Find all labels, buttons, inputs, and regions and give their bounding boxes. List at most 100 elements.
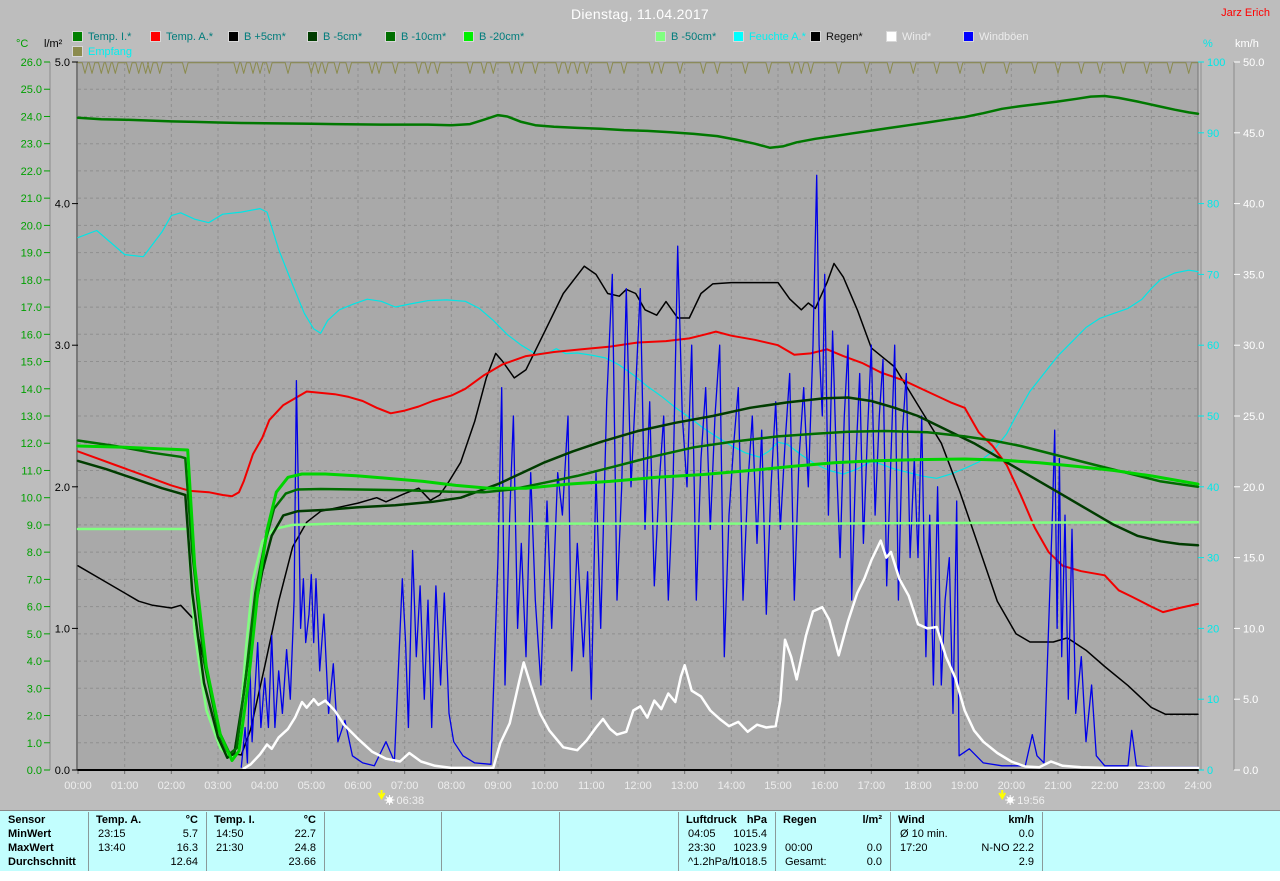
page-title: Dienstag, 11.04.2017 xyxy=(570,6,710,22)
b_m50-line xyxy=(76,520,1200,761)
axis-tick-label: 40 xyxy=(1207,482,1219,494)
x-tick-label: 10:00 xyxy=(531,780,559,792)
table-col-header: Regen xyxy=(783,814,817,826)
sunset-marker-time: 19:56 xyxy=(1017,795,1045,806)
x-tick-label: 04:00 xyxy=(251,780,279,792)
table-row-label: Sensor xyxy=(8,814,46,826)
x-tick-label: 00:00 xyxy=(64,780,92,792)
legend-swatch-icon xyxy=(810,31,821,42)
x-tick-label: 11:00 xyxy=(578,780,605,792)
axis-tick-label: 26.0 xyxy=(21,57,42,69)
x-tick-label: 24:00 xyxy=(1184,780,1212,792)
table-col-unit: km/h xyxy=(1008,814,1034,826)
axis-tick-label: 10 xyxy=(1207,694,1219,706)
legend-label: Temp. I.* xyxy=(88,31,132,43)
legend-swatch-icon xyxy=(228,31,239,42)
axis-tick-label: 23.0 xyxy=(21,139,42,151)
axis-tick-label: 3.0 xyxy=(55,340,70,352)
weather-chart: 0.0 1.0 2.0 3.0 4.0 5.0 6.0 7.0 8.0 9.0 10.0 11.0 12… xyxy=(21,57,1265,806)
legend-swatch-icon xyxy=(655,31,666,42)
sun-arrow-icon xyxy=(377,790,386,800)
axis-tick-label: 5.0 xyxy=(27,629,42,641)
sun-arrow-icon xyxy=(998,790,1007,800)
table-value: 23.66 xyxy=(288,856,316,868)
legend-label: Temp. A.* xyxy=(166,31,214,43)
table-separator xyxy=(678,812,679,871)
legend-item-windb-en: Windböen xyxy=(963,31,1029,44)
axis-tick-label: 13.0 xyxy=(21,411,42,423)
x-tick-label: 07:00 xyxy=(391,780,419,792)
kmh-axis-label: km/h xyxy=(1235,38,1259,50)
axis-tick-label: 25.0 xyxy=(1243,411,1264,423)
table-value: 22.7 xyxy=(294,828,316,840)
axis-tick-label: 100 xyxy=(1207,57,1225,69)
axis-tick-label: 80 xyxy=(1207,199,1219,211)
axis-tick-label: 4.0 xyxy=(55,199,70,211)
sun-rays-icon xyxy=(1005,795,1016,805)
empfang-line xyxy=(77,62,1199,74)
axis-tick-label: 1.0 xyxy=(55,623,70,635)
summary-table: Sensor MinWert MaxWert Durchschnitt Temp. A.… xyxy=(0,810,1280,872)
legend-item-b-5cm: B -5cm* xyxy=(307,31,362,44)
x-tick-label: 08:00 xyxy=(438,780,466,792)
temp_a-line xyxy=(77,330,1199,614)
table-col-unit: °C xyxy=(303,814,316,826)
table-col-header: Luftdruck xyxy=(686,814,737,826)
legend-swatch-icon xyxy=(733,31,744,42)
table-value: 5.7 xyxy=(182,828,198,840)
table-value-time: 00:00 xyxy=(785,842,813,854)
table-value: 0.0 xyxy=(1018,828,1034,840)
lm2-axis-label: l/m² xyxy=(44,38,63,50)
legend-swatch-icon xyxy=(72,46,83,57)
legend-item-temp-a: Temp. A.* xyxy=(150,31,213,44)
table-value-time: 23:15 xyxy=(98,828,126,840)
axis-tick-label: 90 xyxy=(1207,128,1219,140)
table-value-time: ^1.2hPa/h xyxy=(688,856,738,868)
table-value: 2.9 xyxy=(1018,856,1034,868)
table-value: 12.64 xyxy=(170,856,198,868)
legend-item-b-10cm: B -10cm* xyxy=(385,31,446,44)
axis-tick-label: 35.0 xyxy=(1243,269,1264,281)
temp_i-line xyxy=(76,94,1200,150)
axis-tick-label: 20.0 xyxy=(21,220,42,232)
legend-swatch-icon xyxy=(72,31,83,42)
axis-tick-label: 4.0 xyxy=(27,656,42,668)
table-value-time: 04:05 xyxy=(688,828,716,840)
axis-tick-label: 21.0 xyxy=(21,193,42,205)
table-value: 1015.4 xyxy=(733,828,767,840)
x-tick-label: 18:00 xyxy=(904,780,932,792)
table-value: 1018.5 xyxy=(733,856,767,868)
legend: Temp. I.* Temp. A.* B +5cm* B -5cm* B -10cm*… xyxy=(0,0,1280,62)
legend-item-regen: Regen* xyxy=(810,31,863,44)
table-separator xyxy=(441,812,442,871)
table-col-unit: °C xyxy=(185,814,198,826)
legend-label: B -50cm* xyxy=(671,31,717,43)
axis-tick-label: 70 xyxy=(1207,269,1219,281)
legend-label: Empfang xyxy=(88,46,133,58)
axis-tick-label: 45.0 xyxy=(1243,128,1264,140)
axis-tick-label: 3.0 xyxy=(27,683,42,695)
table-value-time: 17:20 xyxy=(900,842,928,854)
axis-tick-label: 30.0 xyxy=(1243,340,1264,352)
sunset-marker: 19:56 xyxy=(998,790,1045,806)
legend-label: B -5cm* xyxy=(323,31,363,43)
legend-item-feuchte-a: Feuchte A.* xyxy=(733,31,806,44)
table-row-label: MinWert xyxy=(8,828,52,840)
axis-tick-label: 5.0 xyxy=(1243,694,1258,706)
bottom-strip xyxy=(0,871,1280,881)
x-tick-label: 19:00 xyxy=(951,780,979,792)
legend-label: B +5cm* xyxy=(244,31,286,43)
table-col-header: Temp. I. xyxy=(214,814,255,826)
axis-tick-label: 11.0 xyxy=(21,465,42,477)
table-value-time: 23:30 xyxy=(688,842,716,854)
axis-tick-label: 9.0 xyxy=(27,520,42,532)
table-value: 16.3 xyxy=(176,842,198,854)
x-tick-label: 06:00 xyxy=(344,780,372,792)
table-separator xyxy=(88,812,89,871)
legend-label: Wind* xyxy=(902,31,932,43)
axis-tick-label: 17.0 xyxy=(21,302,42,314)
axis-tick-label: 10.0 xyxy=(1243,623,1264,635)
axis-tick-label: 5.0 xyxy=(55,57,70,69)
percent-axis-label: % xyxy=(1203,38,1213,50)
